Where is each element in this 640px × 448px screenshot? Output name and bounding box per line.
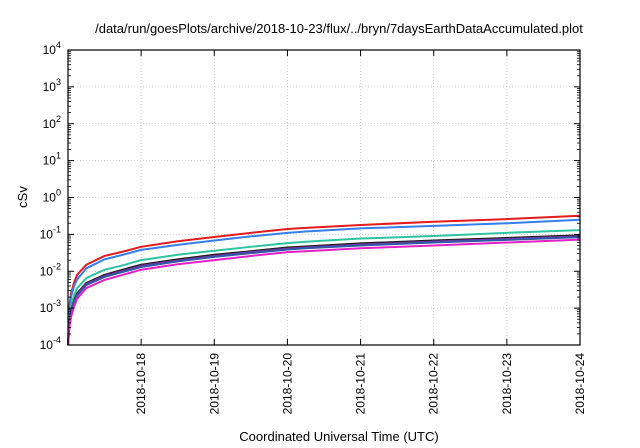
y-tick-labels: 10-4 10-3 10-2 10-1 100 101 102 103 104 <box>40 40 61 352</box>
series-line-2 <box>67 229 581 346</box>
y-tick-label: 10-4 <box>40 335 61 352</box>
series-line-1 <box>67 218 581 346</box>
x-tick-label: 2018-10-23 <box>500 353 514 415</box>
y-tick-label: 10-3 <box>40 298 61 315</box>
grid <box>68 50 580 345</box>
x-tick-labels: 2018-10-18 2018-10-19 2018-10-20 2018-10-21… <box>134 353 587 415</box>
series-line-5 <box>67 236 581 346</box>
x-tick-label: 2018-10-22 <box>427 353 441 415</box>
y-tick-label: 10-2 <box>40 261 61 278</box>
y-tick-label: 102 <box>43 114 61 131</box>
y-axis-label: cSv <box>15 186 30 208</box>
y-tick-label: 103 <box>43 77 61 94</box>
y-tick-label: 104 <box>43 40 61 57</box>
x-tick-label: 2018-10-18 <box>134 353 148 415</box>
x-tick-label: 2018-10-24 <box>573 353 587 415</box>
chart-title: /data/run/goesPlots/archive/2018-10-23/f… <box>95 21 583 36</box>
x-tick-label: 2018-10-21 <box>354 353 368 415</box>
x-axis-label: Coordinated Universal Time (UTC) <box>239 429 438 444</box>
ticks <box>68 49 581 346</box>
x-tick-label: 2018-10-20 <box>280 353 294 415</box>
y-tick-label: 100 <box>43 188 61 205</box>
series-line-0 <box>67 214 581 346</box>
y-tick-label: 10-1 <box>40 224 61 241</box>
y-tick-label: 101 <box>43 151 61 168</box>
x-tick-label: 2018-10-19 <box>207 353 221 415</box>
